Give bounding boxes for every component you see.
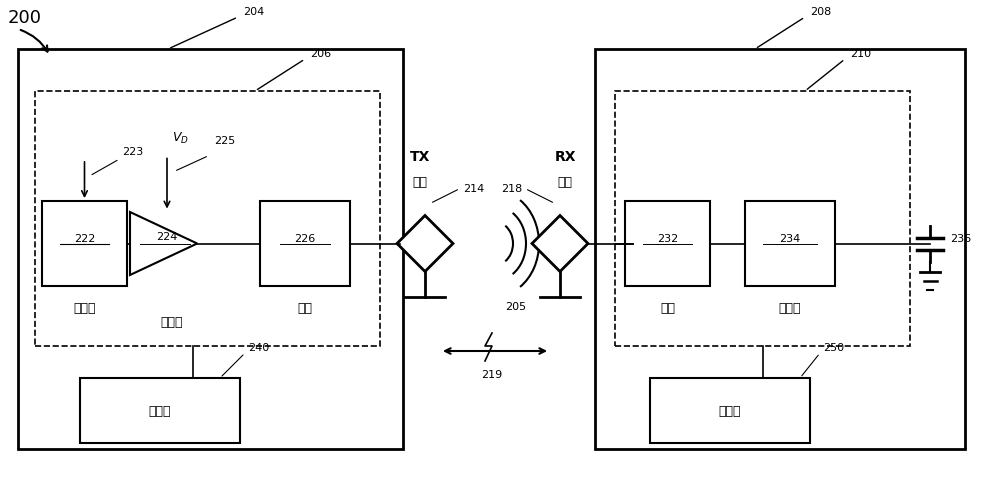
Text: 226: 226: [294, 234, 316, 244]
Text: 224: 224: [156, 232, 178, 242]
FancyBboxPatch shape: [35, 92, 380, 346]
Text: 218: 218: [501, 184, 522, 194]
Text: 208: 208: [810, 7, 831, 17]
Text: 控制器: 控制器: [149, 404, 171, 417]
Text: 205: 205: [505, 302, 526, 312]
Text: 250: 250: [823, 342, 844, 352]
Text: 驱动器: 驱动器: [161, 316, 183, 329]
Text: 240: 240: [248, 342, 269, 352]
Text: 200: 200: [8, 9, 42, 27]
Text: 214: 214: [463, 184, 484, 194]
Text: 204: 204: [243, 7, 264, 17]
FancyBboxPatch shape: [625, 201, 710, 287]
FancyBboxPatch shape: [18, 50, 403, 449]
Polygon shape: [397, 216, 453, 272]
FancyBboxPatch shape: [595, 50, 965, 449]
Polygon shape: [532, 216, 588, 272]
Text: 225: 225: [214, 136, 235, 146]
Text: 前端: 前端: [298, 302, 313, 314]
FancyBboxPatch shape: [42, 201, 127, 287]
Text: RX: RX: [554, 150, 576, 164]
Text: 控制器: 控制器: [719, 404, 741, 417]
FancyBboxPatch shape: [80, 378, 240, 443]
Polygon shape: [130, 212, 197, 276]
Text: $V_D$: $V_D$: [172, 131, 189, 146]
Text: 前端: 前端: [660, 302, 675, 314]
Text: TX: TX: [410, 150, 430, 164]
Text: 元件: 元件: [558, 176, 572, 189]
Text: 222: 222: [74, 234, 95, 244]
FancyBboxPatch shape: [260, 201, 350, 287]
Text: 元件: 元件: [413, 176, 428, 189]
Text: 234: 234: [779, 234, 801, 244]
Text: 210: 210: [850, 49, 871, 59]
Text: 206: 206: [310, 49, 331, 59]
Text: 整流器: 整流器: [779, 302, 801, 314]
Text: 223: 223: [123, 147, 144, 157]
Text: 232: 232: [657, 234, 678, 244]
Text: 219: 219: [481, 369, 503, 379]
Text: 振荡器: 振荡器: [73, 302, 96, 314]
FancyBboxPatch shape: [650, 378, 810, 443]
FancyBboxPatch shape: [745, 201, 835, 287]
Text: 236: 236: [950, 234, 971, 244]
FancyBboxPatch shape: [615, 92, 910, 346]
